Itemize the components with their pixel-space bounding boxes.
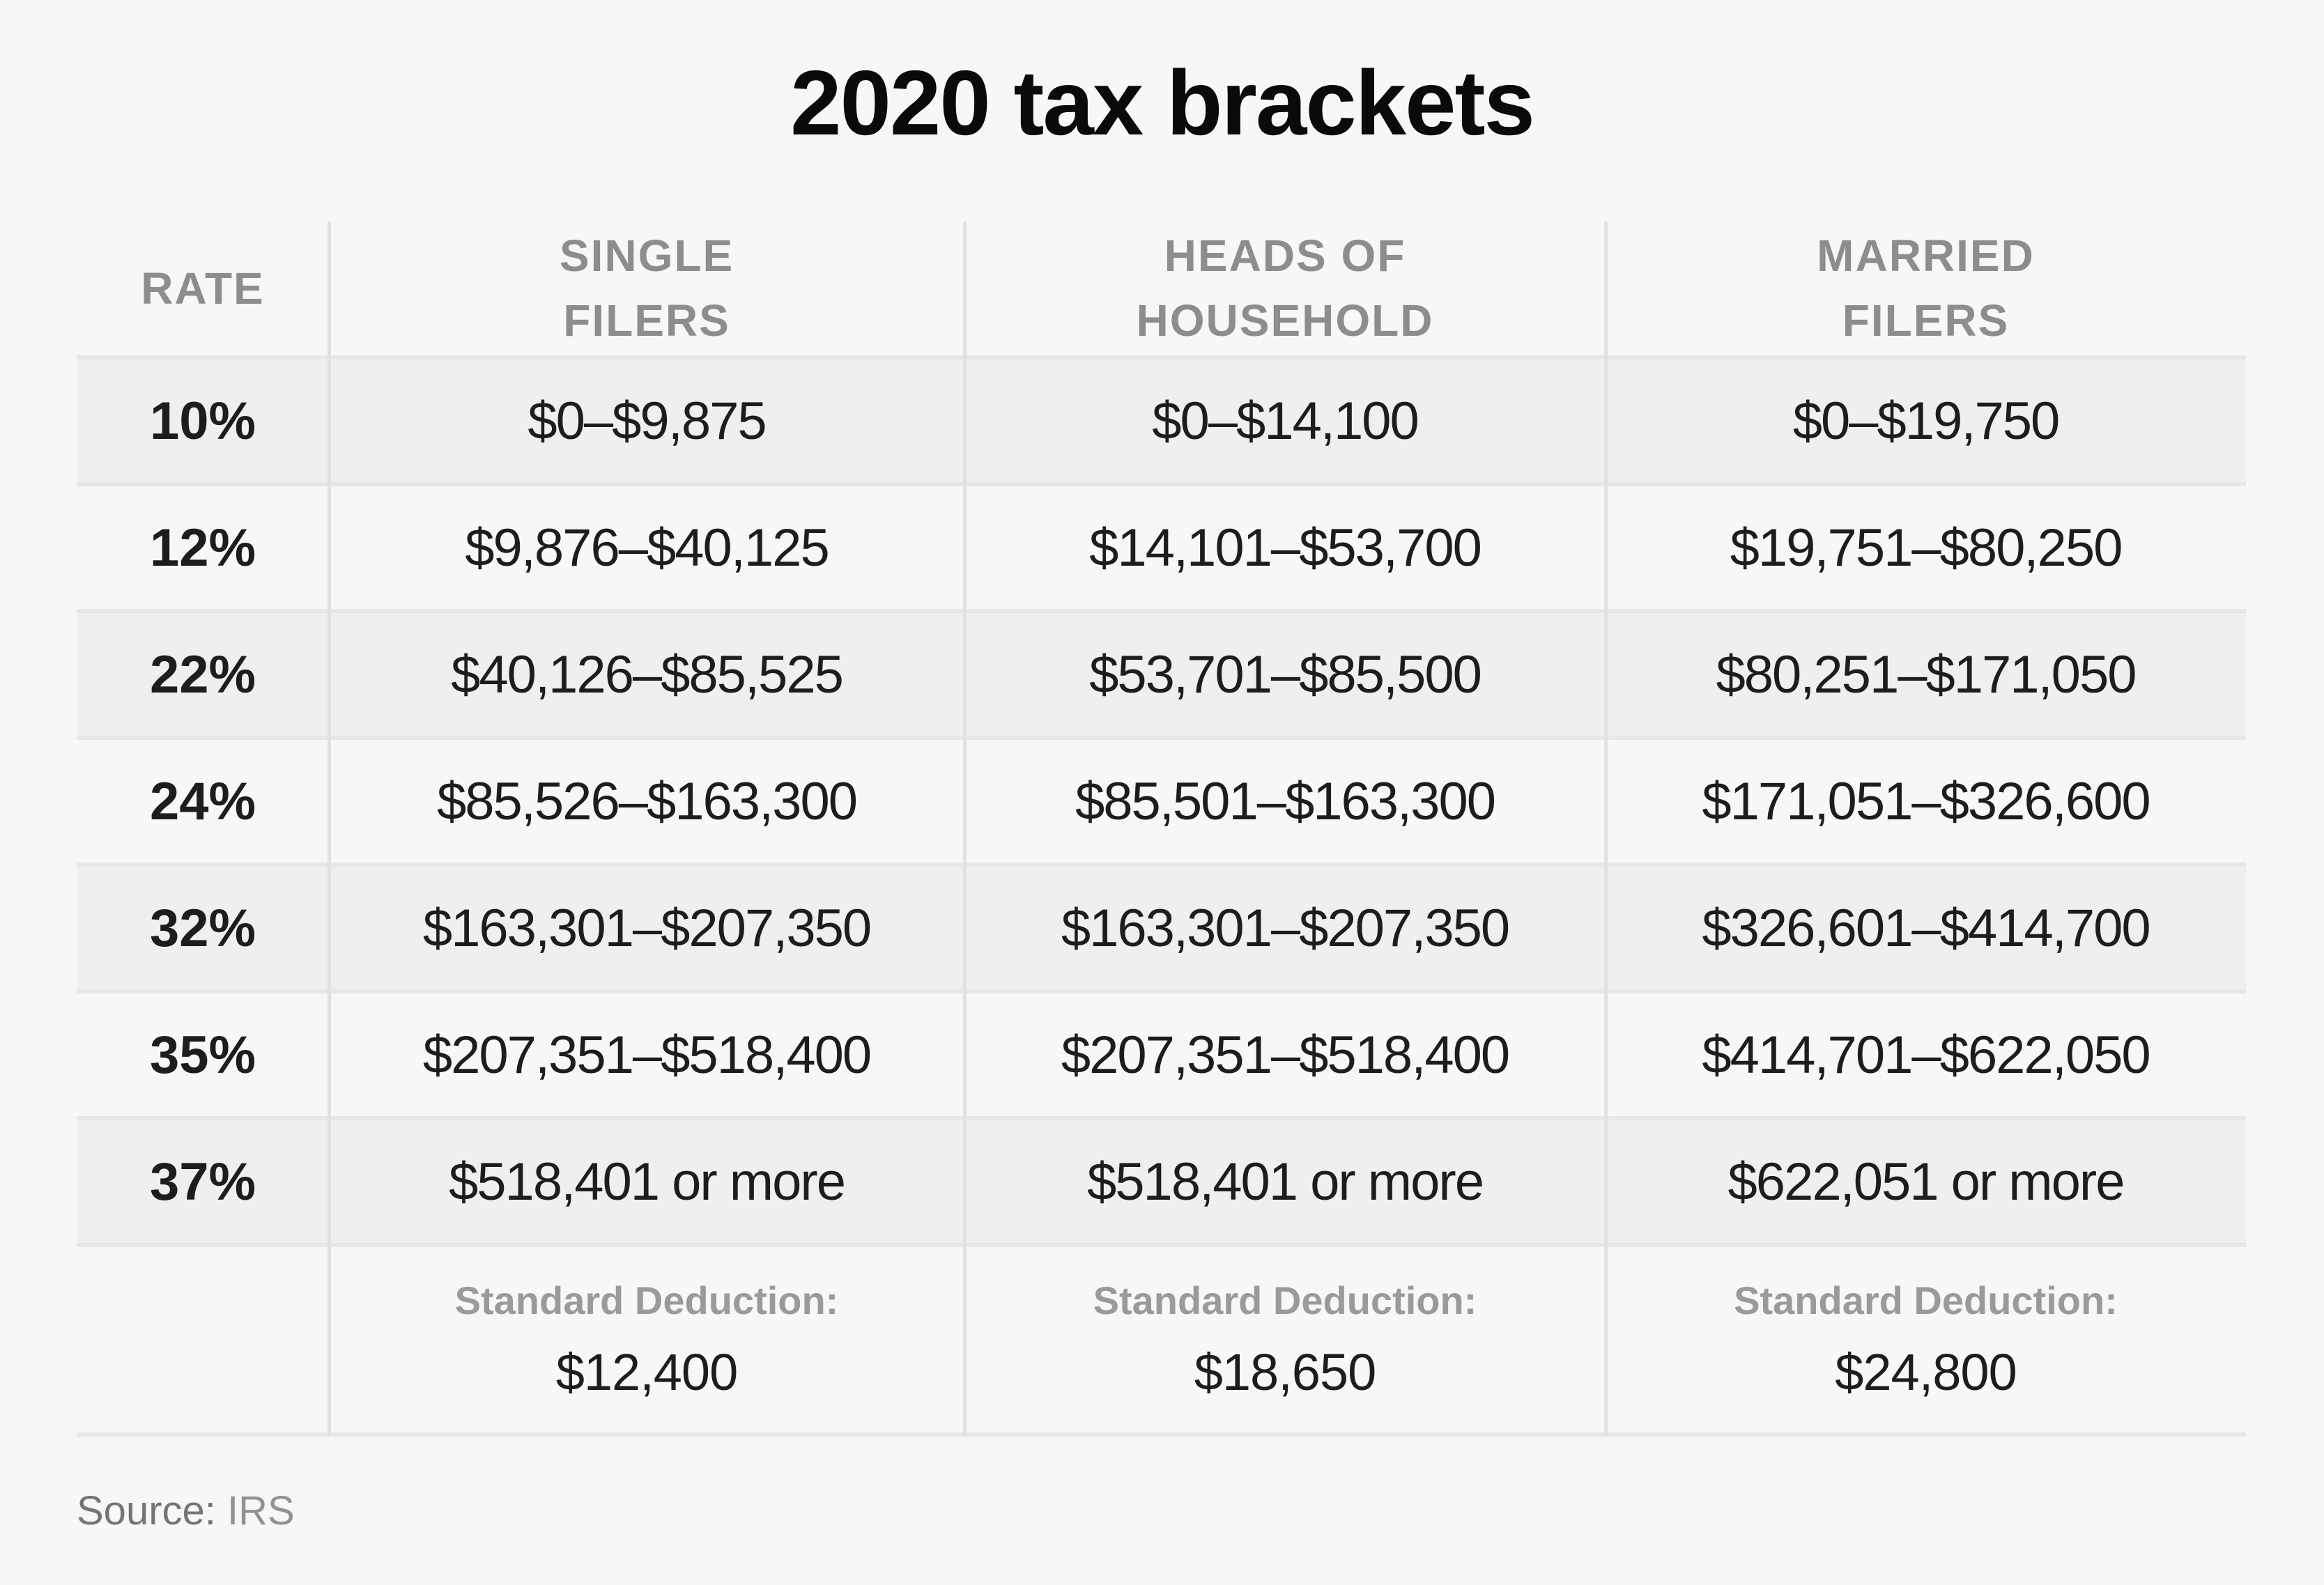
tax-brackets-table: RATE SINGLE FILERS HEADS OF HOUSEHOLD MA… (77, 222, 2246, 1437)
rate-cell: 35% (149, 1025, 256, 1085)
single-filers-range-cell: $9,876–$40,125 (465, 518, 829, 578)
heads-of-household-range-cell: $207,351–$518,400 (1061, 1025, 1510, 1085)
column-header-hoh-line2: HOUSEHOLD (1136, 295, 1434, 346)
column-separator-line (1604, 222, 1608, 1437)
single-filers-range-cell: $40,126–$85,525 (451, 644, 844, 704)
heads-of-household-range-cell: $85,501–$163,300 (1075, 771, 1496, 831)
source-value: IRS (227, 1488, 295, 1533)
column-separator-line (963, 222, 967, 1437)
heads-of-household-range-cell: $14,101–$53,700 (1089, 518, 1482, 578)
standard-deduction-row: Standard Deduction: $12,400 Standard Ded… (77, 1243, 2246, 1437)
table-header-row: RATE SINGLE FILERS HEADS OF HOUSEHOLD MA… (77, 222, 2246, 355)
rate-cell: 24% (149, 771, 256, 831)
single-filers-range-cell: $0–$9,875 (528, 391, 767, 451)
heads-of-household-range-cell: $53,701–$85,500 (1089, 644, 1482, 704)
rate-cell: 37% (149, 1152, 256, 1212)
single-filers-range-cell: $518,401 or more (449, 1152, 846, 1212)
single-filers-range-cell: $163,301–$207,350 (422, 898, 872, 958)
standard-deduction-hoh-value: $18,650 (1194, 1343, 1377, 1401)
rate-cell: 10% (149, 391, 256, 451)
heads-of-household-range-cell: $163,301–$207,350 (1061, 898, 1510, 958)
married-filers-range-cell: $622,051 or more (1727, 1152, 2125, 1212)
source-label: Source: (77, 1488, 216, 1533)
standard-deduction-label: Standard Deduction: (1093, 1278, 1477, 1322)
rate-cell: 32% (149, 898, 256, 958)
column-header-heads-of-household: HEADS OF HOUSEHOLD (964, 224, 1606, 353)
column-header-rate-line1: RATE (141, 263, 265, 314)
table-row: 12% $9,876–$40,125 $14,101–$53,700 $19,7… (77, 482, 2246, 609)
standard-deduction-hoh-cell: Standard Deduction: $18,650 (964, 1278, 1606, 1402)
rate-cell: 22% (149, 644, 256, 704)
standard-deduction-single-cell: Standard Deduction: $12,400 (329, 1278, 964, 1402)
married-filers-range-cell: $19,751–$80,250 (1730, 518, 2123, 578)
married-filers-range-cell: $0–$19,750 (1792, 391, 2061, 451)
column-header-hoh-line1: HEADS OF (1164, 231, 1406, 281)
table-row: 35% $207,351–$518,400 $207,351–$518,400 … (77, 989, 2246, 1116)
standard-deduction-married-cell: Standard Deduction: $24,800 (1606, 1278, 2246, 1402)
source-attribution: Source: IRS (77, 1487, 295, 1534)
married-filers-range-cell: $171,051–$326,600 (1702, 771, 2150, 831)
column-header-married-line2: FILERS (1842, 295, 2010, 346)
table-row: 37% $518,401 or more $518,401 or more $6… (77, 1116, 2246, 1243)
married-filers-range-cell: $80,251–$171,050 (1716, 644, 2137, 704)
page-title: 2020 tax brackets (790, 52, 1535, 154)
single-filers-range-cell: $207,351–$518,400 (422, 1025, 872, 1085)
standard-deduction-married-value: $24,800 (1835, 1343, 2017, 1401)
column-header-married-line1: MARRIED (1817, 231, 2035, 281)
table-row: 24% $85,526–$163,300 $85,501–$163,300 $1… (77, 736, 2246, 863)
column-header-rate: RATE (77, 256, 329, 321)
column-separator-line (328, 222, 331, 1437)
married-filers-range-cell: $414,701–$622,050 (1702, 1025, 2150, 1085)
standard-deduction-label: Standard Deduction: (454, 1278, 839, 1322)
married-filers-range-cell: $326,601–$414,700 (1702, 898, 2150, 958)
rate-cell: 12% (149, 518, 256, 578)
standard-deduction-label: Standard Deduction: (1734, 1278, 2118, 1322)
table-row: 32% $163,301–$207,350 $163,301–$207,350 … (77, 863, 2246, 989)
column-header-single-line1: SINGLE (559, 231, 734, 281)
heads-of-household-range-cell: $518,401 or more (1087, 1152, 1484, 1212)
single-filers-range-cell: $85,526–$163,300 (437, 771, 858, 831)
table-row: 22% $40,126–$85,525 $53,701–$85,500 $80,… (77, 609, 2246, 736)
heads-of-household-range-cell: $0–$14,100 (1152, 391, 1419, 451)
table-row: 10% $0–$9,875 $0–$14,100 $0–$19,750 (77, 355, 2246, 482)
column-header-married-filers: MARRIED FILERS (1606, 224, 2246, 353)
column-header-single-line2: FILERS (563, 295, 730, 346)
standard-deduction-single-value: $12,400 (555, 1343, 739, 1401)
column-header-single-filers: SINGLE FILERS (329, 224, 964, 353)
